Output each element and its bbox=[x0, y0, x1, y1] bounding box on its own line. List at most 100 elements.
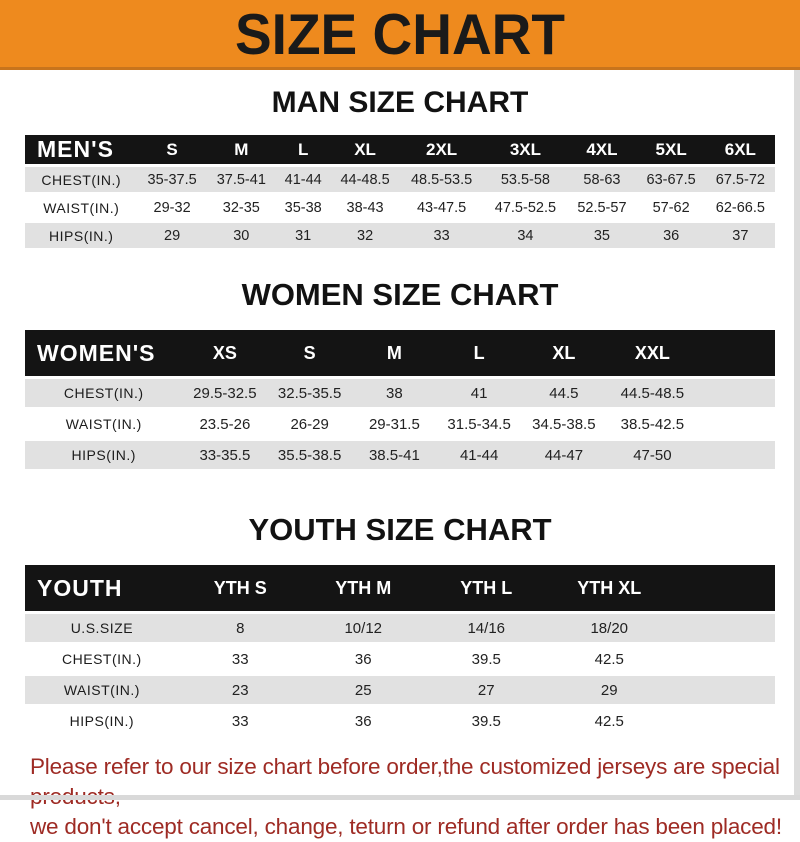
size-column-header: S bbox=[137, 135, 207, 164]
value-cell: 41-44 bbox=[436, 441, 522, 469]
value-cell: 44-47 bbox=[521, 441, 607, 469]
row-label-cell: HIPS(IN.) bbox=[25, 707, 179, 735]
men-size-table: MEN'S S M L XL 2XL 3XL 4XL 5XL 6XL CHEST(IN.) 35-37… bbox=[25, 132, 775, 251]
photo-edge-right bbox=[794, 70, 800, 800]
value-cell: 39.5 bbox=[424, 645, 548, 673]
size-column-header: 6XL bbox=[705, 135, 775, 164]
value-cell: 31.5-34.5 bbox=[436, 410, 522, 438]
header-row: WOMEN'S XS S M L XL XXL bbox=[25, 330, 775, 376]
size-column-header: L bbox=[275, 135, 331, 164]
value-cell: 63-67.5 bbox=[636, 167, 706, 192]
value-cell: 35-38 bbox=[275, 195, 331, 220]
value-cell: 41-44 bbox=[275, 167, 331, 192]
note-line-2: we don't accept cancel, change, teturn o… bbox=[30, 814, 782, 839]
value-cell: 35 bbox=[567, 223, 637, 248]
value-cell: 37.5-41 bbox=[206, 167, 276, 192]
value-cell: 29-31.5 bbox=[352, 410, 437, 438]
value-cell: 39.5 bbox=[424, 707, 548, 735]
value-cell: 44.5-48.5 bbox=[606, 379, 699, 407]
value-cell: 33-35.5 bbox=[182, 441, 268, 469]
table-row: CHEST(IN.) 33 36 39.5 42.5 bbox=[25, 645, 775, 673]
value-cell: 67.5-72 bbox=[705, 167, 775, 192]
filler-cell bbox=[670, 614, 775, 642]
value-cell: 14/16 bbox=[424, 614, 548, 642]
table-row: CHEST(IN.) 35-37.5 37.5-41 41-44 44-48.5 48.5… bbox=[25, 167, 775, 192]
value-cell: 31 bbox=[275, 223, 331, 248]
value-cell: 58-63 bbox=[567, 167, 637, 192]
row-label-cell: CHEST(IN.) bbox=[25, 645, 179, 673]
value-cell: 32-35 bbox=[206, 195, 276, 220]
table-row: HIPS(IN.) 29 30 31 32 33 34 35 36 37 bbox=[25, 223, 775, 248]
value-cell: 36 bbox=[301, 707, 425, 735]
value-cell: 38.5-41 bbox=[352, 441, 437, 469]
filler-cell bbox=[698, 379, 775, 407]
women-size-table: WOMEN'S XS S M L XL XXL CHEST(IN.) 29.5-32.5 32.5… bbox=[25, 327, 775, 472]
table-row: CHEST(IN.) 29.5-32.5 32.5-35.5 38 41 44.5 44.5… bbox=[25, 379, 775, 407]
size-column-header: YTH L bbox=[424, 565, 548, 611]
value-cell: 33 bbox=[178, 707, 302, 735]
value-cell: 26-29 bbox=[267, 410, 352, 438]
note-line-1: Please refer to our size chart before or… bbox=[30, 754, 780, 809]
size-column-header: XL bbox=[330, 135, 400, 164]
value-cell: 33 bbox=[178, 645, 302, 673]
value-cell: 62-66.5 bbox=[705, 195, 775, 220]
row-label-cell: CHEST(IN.) bbox=[25, 379, 183, 407]
section-youth: YOUTH SIZE CHART YOUTH YTH S YTH M YTH L YTH… bbox=[0, 512, 800, 738]
section-women: WOMEN SIZE CHART WOMEN'S XS S M L XL XXL CHEST(… bbox=[0, 277, 800, 472]
header-row: MEN'S S M L XL 2XL 3XL 4XL 5XL 6XL bbox=[25, 135, 775, 164]
filler-cell bbox=[698, 410, 775, 438]
filler-cell bbox=[698, 441, 775, 469]
value-cell: 33 bbox=[399, 223, 484, 248]
value-cell: 23.5-26 bbox=[182, 410, 268, 438]
value-cell: 23 bbox=[178, 676, 302, 704]
size-column-header: YTH S bbox=[178, 565, 302, 611]
value-cell: 52.5-57 bbox=[567, 195, 637, 220]
value-cell: 48.5-53.5 bbox=[399, 167, 484, 192]
value-cell: 29-32 bbox=[137, 195, 207, 220]
value-cell: 18/20 bbox=[547, 614, 671, 642]
section-man: MAN SIZE CHART MEN'S S M L XL 2XL 3XL 4XL 5XL 6XL… bbox=[0, 86, 800, 251]
value-cell: 30 bbox=[206, 223, 276, 248]
filler-cell bbox=[670, 565, 775, 611]
value-cell: 35.5-38.5 bbox=[267, 441, 352, 469]
youth-chart-heading: YOUTH SIZE CHART bbox=[248, 512, 552, 547]
value-cell: 41 bbox=[436, 379, 522, 407]
filler-cell bbox=[670, 645, 775, 673]
row-label-cell: WAIST(IN.) bbox=[25, 676, 179, 704]
table-row: U.S.SIZE 8 10/12 14/16 18/20 bbox=[25, 614, 775, 642]
value-cell: 8 bbox=[178, 614, 302, 642]
table-row: HIPS(IN.) 33-35.5 35.5-38.5 38.5-41 41-44 44-… bbox=[25, 441, 775, 469]
value-cell: 36 bbox=[636, 223, 706, 248]
size-column-header: YTH M bbox=[301, 565, 425, 611]
table-title-cell: WOMEN'S bbox=[25, 330, 183, 376]
value-cell: 57-62 bbox=[636, 195, 706, 220]
value-cell: 47.5-52.5 bbox=[483, 195, 568, 220]
value-cell: 44.5 bbox=[521, 379, 607, 407]
row-label-cell: WAIST(IN.) bbox=[25, 410, 183, 438]
value-cell: 27 bbox=[424, 676, 548, 704]
women-chart-heading: WOMEN SIZE CHART bbox=[241, 277, 559, 312]
value-cell: 53.5-58 bbox=[483, 167, 568, 192]
value-cell: 34.5-38.5 bbox=[521, 410, 607, 438]
size-column-header: XS bbox=[182, 330, 268, 376]
table-row: WAIST(IN.) 23 25 27 29 bbox=[25, 676, 775, 704]
size-column-header: M bbox=[206, 135, 276, 164]
table-title-cell: YOUTH bbox=[25, 565, 179, 611]
value-cell: 47-50 bbox=[606, 441, 699, 469]
value-cell: 43-47.5 bbox=[399, 195, 484, 220]
photo-edge-bottom bbox=[0, 795, 800, 800]
value-cell: 38-43 bbox=[330, 195, 400, 220]
row-label-cell: HIPS(IN.) bbox=[25, 223, 138, 248]
banner: SIZE CHART bbox=[0, 0, 800, 70]
value-cell: 35-37.5 bbox=[137, 167, 207, 192]
table-row: WAIST(IN.) 29-32 32-35 35-38 38-43 43-47.5 47.… bbox=[25, 195, 775, 220]
man-chart-heading: MAN SIZE CHART bbox=[271, 86, 529, 119]
size-column-header: 4XL bbox=[567, 135, 637, 164]
row-label-cell: WAIST(IN.) bbox=[25, 195, 138, 220]
value-cell: 42.5 bbox=[547, 707, 671, 735]
value-cell: 36 bbox=[301, 645, 425, 673]
filler-cell bbox=[670, 707, 775, 735]
value-cell: 29 bbox=[137, 223, 207, 248]
row-label-cell: U.S.SIZE bbox=[25, 614, 179, 642]
